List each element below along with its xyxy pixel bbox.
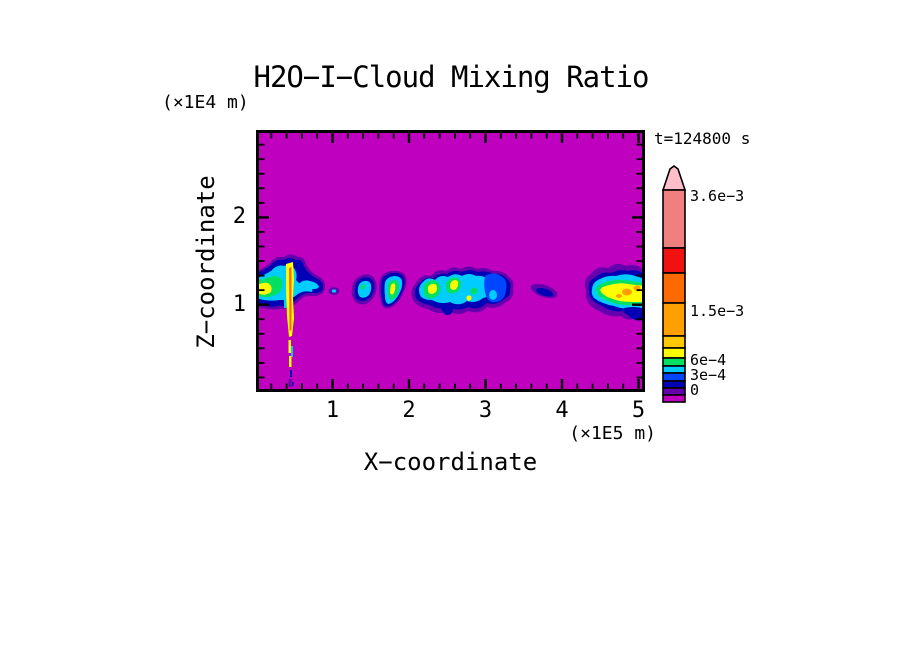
colorbar-segment [662,380,686,389]
faint-cloud-dash [530,283,558,299]
plot-border [256,130,645,392]
cloud-contours [256,254,645,387]
x-axis-label: X−coordinate [363,448,538,476]
y-tick-label: 1 [232,291,246,317]
colorbar-tick-label: 6e−4 [690,351,727,369]
x-tick-label: 3 [478,398,493,423]
chart-title: H2O−I−Cloud Mixing Ratio [253,60,649,94]
x-tick-label: 5 [631,398,646,423]
axis-ticks [259,133,642,389]
colorbar-segment [662,272,686,304]
colorbar-tick-label: 3.6e−3 [690,187,745,205]
colorbar-segment [662,247,686,274]
colorbar-segments [662,189,686,403]
colorbar-segment [662,387,686,396]
colorbar-overflow-arrow [661,165,687,191]
y-tick-label: 2 [232,204,246,230]
colorbar [661,165,687,403]
colorbar-tick-label: 0 [690,381,700,399]
colorbar-segment [662,347,686,359]
x-tick-label: 2 [402,398,416,423]
x-tick-label: 1 [325,398,340,423]
x-axis-units-label: (×1E5 m) [569,423,656,444]
y-axis-units-label: (×1E4 m) [162,92,249,113]
plot-area [256,130,645,392]
colorbar-tick-label: 3e−4 [690,366,727,384]
colorbar-segment [662,335,686,349]
colorbar-tick-label: 1.5e−3 [690,302,745,320]
colorbar-segment [662,372,686,382]
x-tick-label: 4 [555,398,569,423]
colorbar-segment [662,302,686,337]
y-axis-label: Z−coordinate [192,175,220,349]
colorbar-segment [662,189,686,249]
time-annotation: t=124800 s [654,129,751,148]
colorbar-segment [662,357,686,367]
colorbar-segment [662,394,686,403]
colorbar-segment [662,365,686,374]
field-background [256,130,645,392]
